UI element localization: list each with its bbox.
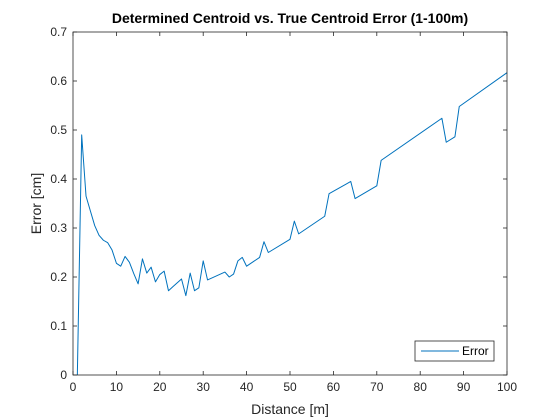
y-tick-label: 0.1 (50, 319, 67, 333)
x-tick-label: 70 (370, 380, 384, 394)
y-tick-label: 0.6 (50, 74, 67, 88)
chart-title: Determined Centroid vs. True Centroid Er… (112, 10, 468, 26)
x-tick-label: 90 (457, 380, 471, 394)
tick-marks (72, 31, 508, 376)
x-tick-label: 10 (110, 380, 124, 394)
x-tick-label: 20 (153, 380, 167, 394)
y-tick-label: 0.2 (50, 270, 67, 284)
y-axis-label: Error [cm] (28, 173, 44, 234)
y-tick-label: 0 (60, 368, 67, 382)
legend: Error (414, 340, 495, 362)
plot-area (73, 32, 507, 375)
legend-entry-error: Error (462, 344, 489, 358)
x-tick-label: 0 (70, 380, 77, 394)
y-tick-label: 0.7 (50, 25, 67, 39)
x-tick-label: 60 (327, 380, 341, 394)
x-tick-label: 30 (197, 380, 211, 394)
y-tick-label: 0.5 (50, 123, 67, 137)
x-tick-label: 50 (283, 380, 297, 394)
x-tick-label: 80 (414, 380, 428, 394)
x-axis-label: Distance [m] (251, 401, 329, 417)
y-tick-label: 0.3 (50, 221, 67, 235)
y-tick-label: 0.4 (50, 172, 67, 186)
series-line-0 (76, 72, 508, 376)
series-lines (76, 72, 508, 376)
x-tick-label: 100 (497, 380, 517, 394)
x-tick-label: 40 (240, 380, 254, 394)
